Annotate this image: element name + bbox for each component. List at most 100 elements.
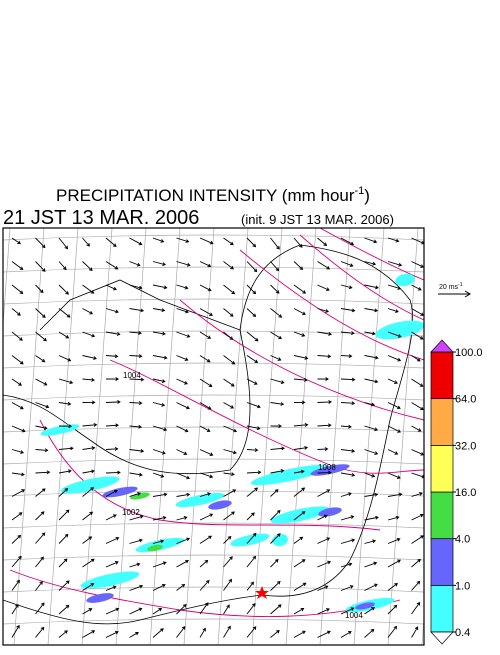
wind-arrow bbox=[387, 355, 402, 362]
wind-arrow bbox=[270, 533, 281, 544]
wind-arrow bbox=[82, 536, 93, 544]
isobar bbox=[9, 569, 401, 618]
wind-arrow bbox=[246, 626, 257, 638]
wind-arrow bbox=[11, 534, 22, 544]
wind-arrow bbox=[152, 539, 165, 544]
wind-arrow bbox=[387, 308, 399, 313]
wind-arrow bbox=[387, 537, 401, 544]
precip-area bbox=[250, 464, 330, 486]
wind-arrow bbox=[411, 449, 424, 456]
wind-arrow bbox=[152, 237, 165, 243]
wind-arrow bbox=[199, 472, 214, 479]
wind-arrow bbox=[246, 308, 257, 318]
wind-arrow bbox=[129, 514, 144, 521]
wind-arrow bbox=[411, 580, 421, 591]
wind-arrow bbox=[176, 626, 186, 638]
wind-arrow bbox=[58, 261, 67, 271]
wind-arrow bbox=[82, 630, 96, 638]
wind-arrow bbox=[152, 608, 163, 615]
wind-arrow bbox=[270, 331, 282, 340]
wind-arrow bbox=[411, 535, 424, 544]
wind-arrow bbox=[82, 261, 93, 272]
wind-arrow bbox=[387, 449, 399, 455]
wind-arrow bbox=[223, 535, 232, 544]
wind-arrow bbox=[105, 237, 117, 247]
wind-arrow bbox=[199, 402, 212, 410]
wind-arrow bbox=[340, 472, 356, 477]
parallel bbox=[3, 490, 424, 497]
wind-arrow bbox=[340, 585, 354, 591]
wind-arrow bbox=[270, 237, 280, 250]
wind-arrow bbox=[129, 607, 143, 615]
wind-arrow bbox=[246, 425, 261, 431]
wind-arrow bbox=[152, 425, 168, 432]
wind-arrow bbox=[223, 556, 233, 568]
wind-arrow bbox=[82, 487, 95, 497]
wind-arrow bbox=[152, 308, 166, 312]
coastline bbox=[3, 244, 414, 625]
wind-arrow bbox=[105, 607, 120, 615]
wind-arrow bbox=[58, 284, 69, 295]
wind-arrow bbox=[199, 308, 213, 316]
colorbar-box bbox=[430, 398, 454, 446]
wind-arrow bbox=[176, 516, 188, 521]
wind-arrow bbox=[317, 423, 332, 428]
wind-arrow bbox=[340, 308, 356, 313]
wind-arrow bbox=[129, 584, 144, 591]
wind-arrow bbox=[58, 604, 70, 615]
wind-arrow bbox=[129, 538, 143, 544]
wind-arrow bbox=[340, 449, 356, 453]
wind-arrow bbox=[340, 237, 355, 246]
wind-arrow bbox=[82, 469, 95, 474]
colorbar-label: 64.0 bbox=[455, 394, 476, 406]
wind-arrow bbox=[82, 608, 93, 615]
wind-arrow bbox=[293, 630, 306, 638]
vector-legend-arrow bbox=[438, 290, 471, 298]
parallel bbox=[3, 554, 424, 561]
wind-arrow bbox=[223, 402, 235, 409]
wind-arrow bbox=[340, 377, 356, 382]
wind-arrow bbox=[246, 378, 258, 385]
graticule bbox=[3, 228, 424, 645]
wind-arrow bbox=[223, 511, 235, 521]
contour-label: 1008 bbox=[318, 463, 336, 472]
wind-arrow bbox=[317, 377, 329, 381]
wind-arrow bbox=[317, 470, 332, 475]
wind-arrow bbox=[340, 261, 354, 267]
wind-arrow bbox=[35, 626, 45, 638]
wind-arrow bbox=[340, 631, 352, 638]
wind-arrow bbox=[223, 378, 235, 387]
wind-arrow bbox=[270, 489, 279, 497]
isobar bbox=[179, 299, 424, 421]
wind-arrow bbox=[293, 378, 308, 382]
wind-arrow bbox=[364, 378, 379, 384]
wind-arrow bbox=[58, 308, 71, 318]
isobar bbox=[239, 249, 424, 361]
wind-arrow bbox=[199, 355, 211, 363]
wind-arrow bbox=[129, 492, 141, 497]
wind-arrow bbox=[105, 261, 119, 270]
wind-arrow bbox=[11, 402, 24, 410]
wind-arrow bbox=[364, 561, 378, 568]
wind-arrow bbox=[411, 261, 424, 268]
wind-arrow bbox=[317, 354, 332, 359]
precipitation bbox=[40, 273, 424, 613]
wind-arrow bbox=[82, 355, 97, 360]
wind-arrow bbox=[246, 355, 259, 363]
wind-arrow bbox=[176, 425, 189, 433]
wind-arrow bbox=[293, 487, 306, 497]
wind-arrow bbox=[58, 580, 70, 591]
wind-arrow bbox=[364, 449, 379, 455]
wind-arrow bbox=[199, 331, 212, 339]
wind-arrow bbox=[411, 331, 424, 340]
title-text: PRECIPITATION INTENSITY (mm hour bbox=[56, 186, 355, 205]
meridian bbox=[353, 228, 385, 645]
wind-arrow bbox=[176, 284, 189, 290]
wind-arrow bbox=[129, 331, 142, 335]
wind-arrow bbox=[270, 558, 279, 568]
meridian bbox=[183, 228, 215, 645]
wind-arrow bbox=[11, 331, 23, 341]
wind-arrow bbox=[11, 512, 23, 521]
precip-area bbox=[208, 500, 232, 510]
